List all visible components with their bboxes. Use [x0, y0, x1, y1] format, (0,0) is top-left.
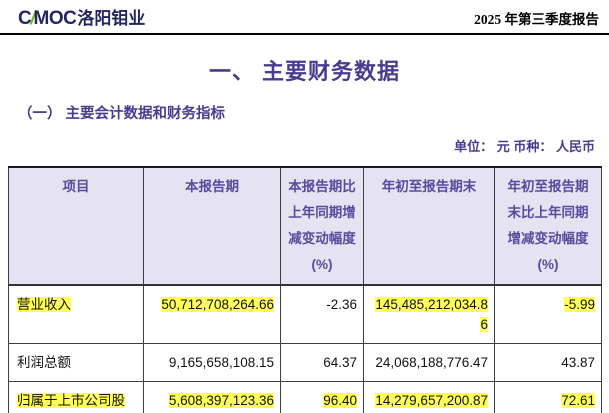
logo-cmoc-moc: MOC: [33, 8, 77, 29]
col-header-year-to-date: 年初至报告期末: [363, 166, 495, 286]
cell-value: 96.40: [323, 393, 357, 408]
col-header-item: 项目: [8, 166, 144, 286]
logo-cmoc-c: C: [18, 8, 32, 29]
cell-value: 14,279,657,200.87: [375, 393, 488, 408]
cell-value: 50,712,708,264.66: [161, 297, 274, 312]
cell-value: 72.61: [561, 393, 595, 408]
cell-label: 营业收入: [17, 297, 71, 312]
report-edition-title: 2025 年第三季度报告: [474, 12, 599, 27]
unit-currency-line: 单位： 元 币种： 人民币: [454, 139, 595, 154]
col-header-period-change-pct: 本报告期比 上年同期增 减变动幅度 (%): [280, 166, 364, 286]
logo-chinese-name: 洛阳钼业: [77, 9, 146, 28]
cell-value: 24,068,188,776.47: [375, 355, 488, 370]
table-row-operating-revenue: 营业收入 50,712,708,264.66 -2.36 145,485,212…: [8, 284, 602, 344]
main-section-title: 一、 主要财务数据: [208, 59, 401, 84]
cell-value: -2.36: [326, 297, 357, 312]
table-row-total-profit: 利润总额 9,165,658,108.15 64.37 24,068,188,7…: [8, 343, 602, 382]
cell-value: -5.99: [564, 297, 595, 312]
col-header-current-period: 本报告期: [143, 166, 281, 286]
sub-section-title: （一） 主要会计数据和财务指标: [18, 106, 226, 122]
cell-value: 43.87: [561, 355, 595, 370]
header-divider: [0, 33, 609, 35]
cell-value: 64.37: [323, 355, 357, 370]
financial-data-table: 项目 本报告期 本报告期比 上年同期增 减变动幅度 (%) 年初至报告期末 年初…: [8, 166, 602, 413]
cell-label: 归属于上市公司股东的净利润: [17, 393, 125, 413]
table-row-net-profit-attributable: 归属于上市公司股东的净利润 5,608,397,123.36 96.40 14,…: [8, 381, 602, 413]
company-logo: C/MOC洛阳钼业: [18, 8, 145, 30]
col-header-ytd-change-pct: 年初至报告期 末比上年同期 增减变动幅度 (%): [494, 166, 602, 286]
logo-green-slash-icon: /: [30, 8, 36, 29]
table-header-row: 项目 本报告期 本报告期比 上年同期增 减变动幅度 (%) 年初至报告期末 年初…: [8, 166, 602, 286]
cell-value: 145,485,212,034.86: [375, 297, 488, 332]
cell-value: 9,165,658,108.15: [168, 355, 274, 370]
cell-label: 利润总额: [17, 355, 71, 370]
document-header: C/MOC洛阳钼业 2025 年第三季度报告: [0, 0, 609, 30]
cell-value: 5,608,397,123.36: [168, 393, 274, 408]
